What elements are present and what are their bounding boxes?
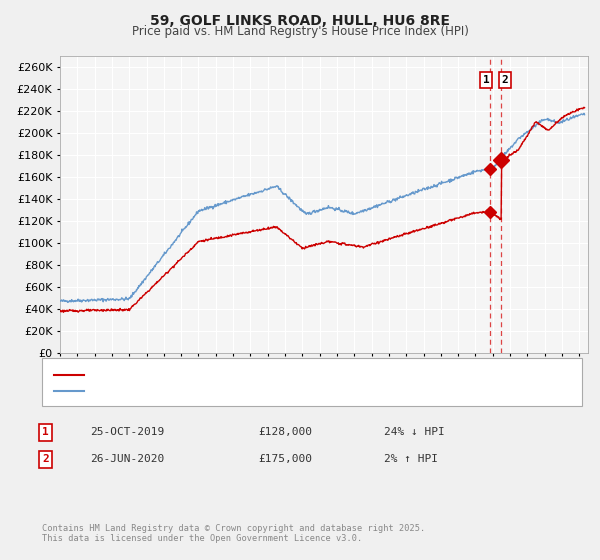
- Text: 26-JUN-2020: 26-JUN-2020: [90, 454, 164, 464]
- Text: 2% ↑ HPI: 2% ↑ HPI: [384, 454, 438, 464]
- Text: Contains HM Land Registry data © Crown copyright and database right 2025.
This d: Contains HM Land Registry data © Crown c…: [42, 524, 425, 543]
- Text: 1: 1: [42, 427, 49, 437]
- Text: 25-OCT-2019: 25-OCT-2019: [90, 427, 164, 437]
- Text: 2: 2: [42, 454, 49, 464]
- Text: 59, GOLF LINKS ROAD, HULL, HU6 8RE: 59, GOLF LINKS ROAD, HULL, HU6 8RE: [150, 14, 450, 28]
- Text: 1: 1: [483, 75, 490, 85]
- Text: Price paid vs. HM Land Registry's House Price Index (HPI): Price paid vs. HM Land Registry's House …: [131, 25, 469, 38]
- Text: £175,000: £175,000: [258, 454, 312, 464]
- Text: 2: 2: [502, 75, 508, 85]
- Text: HPI: Average price, semi-detached house, East Riding of Yorkshire: HPI: Average price, semi-detached house,…: [90, 386, 496, 396]
- Text: 24% ↓ HPI: 24% ↓ HPI: [384, 427, 445, 437]
- Text: 59, GOLF LINKS ROAD, HULL, HU6 8RE (semi-detached house): 59, GOLF LINKS ROAD, HULL, HU6 8RE (semi…: [90, 370, 440, 380]
- Text: £128,000: £128,000: [258, 427, 312, 437]
